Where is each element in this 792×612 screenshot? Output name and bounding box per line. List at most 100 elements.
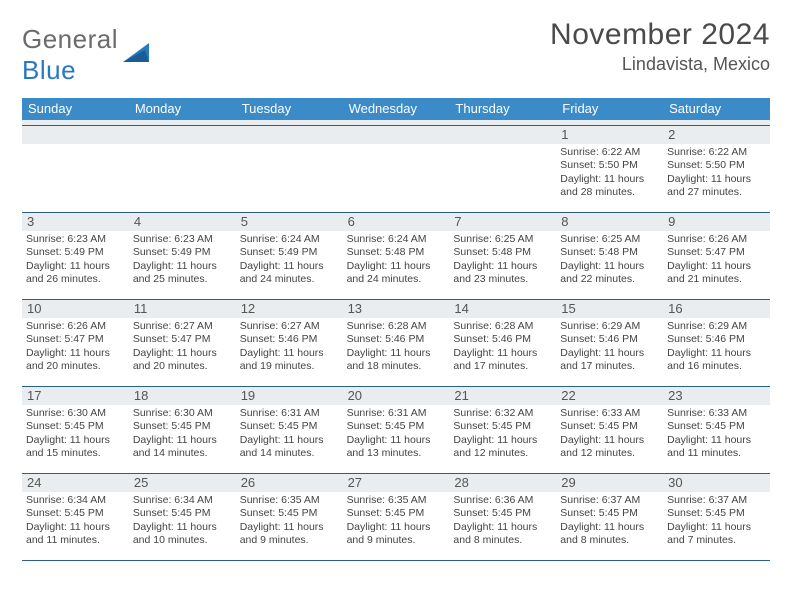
day-details: Sunrise: 6:36 AMSunset: 5:45 PMDaylight:… <box>453 494 552 548</box>
weekday-tuesday: Tuesday <box>236 98 343 120</box>
day-number: 10 <box>22 300 129 318</box>
day-number: 6 <box>343 213 450 231</box>
title-block: November 2024 Lindavista, Mexico <box>550 18 770 75</box>
day-number: 30 <box>663 474 770 492</box>
day-number: 22 <box>556 387 663 405</box>
weekday-monday: Monday <box>129 98 236 120</box>
calendar-cell: 12Sunrise: 6:27 AMSunset: 5:46 PMDayligh… <box>236 300 343 386</box>
calendar-cell: 1 Sunrise: 6:22 AMSunset: 5:50 PMDaylight… <box>556 126 663 212</box>
calendar-cell-empty <box>449 126 556 212</box>
day-details: Sunrise: 6:35 AMSunset: 5:45 PMDaylight:… <box>240 494 339 548</box>
day-details: Sunrise: 6:26 AMSunset: 5:47 PMDaylight:… <box>667 233 766 287</box>
calendar-cell: 15Sunrise: 6:29 AMSunset: 5:46 PMDayligh… <box>556 300 663 386</box>
brand-triangle-icon <box>123 40 153 69</box>
day-number <box>343 126 450 144</box>
week-row: 1Sunrise: 6:22 AMSunset: 5:50 PMDaylight… <box>22 126 770 213</box>
day-details: Sunrise: 6:33 AMSunset: 5:45 PMDaylight:… <box>560 407 659 461</box>
day-details: Sunrise: 6:31 AMSunset: 5:45 PMDaylight:… <box>240 407 339 461</box>
calendar-cell-empty <box>129 126 236 212</box>
brand-name-blue: Blue <box>22 55 76 85</box>
day-details: Sunrise: 6:30 AMSunset: 5:45 PMDaylight:… <box>26 407 125 461</box>
day-number: 18 <box>129 387 236 405</box>
calendar-cell: 30Sunrise: 6:37 AMSunset: 5:45 PMDayligh… <box>663 474 770 560</box>
location: Lindavista, Mexico <box>550 54 770 75</box>
day-details: Sunrise: 6:22 AMSunset: 5:50 PMDaylight:… <box>667 146 766 200</box>
week-row: 24Sunrise: 6:34 AMSunset: 5:45 PMDayligh… <box>22 474 770 561</box>
day-number: 1 <box>556 126 663 144</box>
day-number: 28 <box>449 474 556 492</box>
day-number: 12 <box>236 300 343 318</box>
weekday-wednesday: Wednesday <box>343 98 450 120</box>
day-number: 29 <box>556 474 663 492</box>
day-number <box>129 126 236 144</box>
day-number: 7 <box>449 213 556 231</box>
calendar-cell: 16 Sunrise: 6:29 AMSunset: 5:46 PMDayligh… <box>663 300 770 386</box>
day-number: 21 <box>449 387 556 405</box>
day-number: 3 <box>22 213 129 231</box>
day-details: Sunrise: 6:34 AMSunset: 5:45 PMDaylight:… <box>133 494 232 548</box>
week-row: 10Sunrise: 6:26 AMSunset: 5:47 PMDayligh… <box>22 300 770 387</box>
header: General Blue November 2024 Lindavista, M… <box>22 18 770 86</box>
day-details: Sunrise: 6:33 AMSunset: 5:45 PMDaylight:… <box>667 407 766 461</box>
calendar-cell: 24Sunrise: 6:34 AMSunset: 5:45 PMDayligh… <box>22 474 129 560</box>
day-number: 13 <box>343 300 450 318</box>
day-details: Sunrise: 6:32 AMSunset: 5:45 PMDaylight:… <box>453 407 552 461</box>
calendar-cell-empty <box>343 126 450 212</box>
day-number: 14 <box>449 300 556 318</box>
day-number: 25 <box>129 474 236 492</box>
day-number: 8 <box>556 213 663 231</box>
day-number: 26 <box>236 474 343 492</box>
calendar-cell: 4Sunrise: 6:23 AMSunset: 5:49 PMDaylight… <box>129 213 236 299</box>
calendar-cell: 13 Sunrise: 6:28 AMSunset: 5:46 PMDayligh… <box>343 300 450 386</box>
day-details: Sunrise: 6:29 AMSunset: 5:46 PMDaylight:… <box>667 320 766 374</box>
calendar-cell: 25 Sunrise: 6:34 AMSunset: 5:45 PMDayligh… <box>129 474 236 560</box>
day-number <box>22 126 129 144</box>
day-details: Sunrise: 6:28 AMSunset: 5:46 PMDaylight:… <box>453 320 552 374</box>
day-number: 11 <box>129 300 236 318</box>
calendar-cell: 9 Sunrise: 6:26 AMSunset: 5:47 PMDaylight… <box>663 213 770 299</box>
day-number: 17 <box>22 387 129 405</box>
brand-name-gray: General <box>22 24 118 54</box>
day-details: Sunrise: 6:25 AMSunset: 5:48 PMDaylight:… <box>560 233 659 287</box>
day-details: Sunrise: 6:35 AMSunset: 5:45 PMDaylight:… <box>347 494 446 548</box>
day-number: 4 <box>129 213 236 231</box>
calendar-cell: 7Sunrise: 6:25 AMSunset: 5:48 PMDaylight… <box>449 213 556 299</box>
calendar-cell: 18 Sunrise: 6:30 AMSunset: 5:45 PMDayligh… <box>129 387 236 473</box>
calendar-cell: 26 Sunrise: 6:35 AMSunset: 5:45 PMDayligh… <box>236 474 343 560</box>
calendar-cell: 3Sunrise: 6:23 AMSunset: 5:49 PMDaylight… <box>22 213 129 299</box>
calendar-cell: 5Sunrise: 6:24 AMSunset: 5:49 PMDaylight… <box>236 213 343 299</box>
day-number: 20 <box>343 387 450 405</box>
day-details: Sunrise: 6:27 AMSunset: 5:47 PMDaylight:… <box>133 320 232 374</box>
day-details: Sunrise: 6:22 AMSunset: 5:50 PMDaylight:… <box>560 146 659 200</box>
brand-name: General Blue <box>22 24 118 86</box>
week-row: 3Sunrise: 6:23 AMSunset: 5:49 PMDaylight… <box>22 213 770 300</box>
day-number: 9 <box>663 213 770 231</box>
day-details: Sunrise: 6:30 AMSunset: 5:45 PMDaylight:… <box>133 407 232 461</box>
month-title: November 2024 <box>550 18 770 52</box>
weekday-thursday: Thursday <box>449 98 556 120</box>
calendar-cell-empty <box>236 126 343 212</box>
day-number: 27 <box>343 474 450 492</box>
weekday-sunday: Sunday <box>22 98 129 120</box>
day-number: 24 <box>22 474 129 492</box>
calendar-cell: 28 Sunrise: 6:36 AMSunset: 5:45 PMDayligh… <box>449 474 556 560</box>
calendar: SundayMondayTuesdayWednesdayThursdayFrid… <box>22 98 770 561</box>
calendar-cell: 10Sunrise: 6:26 AMSunset: 5:47 PMDayligh… <box>22 300 129 386</box>
day-number <box>449 126 556 144</box>
day-number: 23 <box>663 387 770 405</box>
calendar-cell: 22 Sunrise: 6:33 AMSunset: 5:45 PMDayligh… <box>556 387 663 473</box>
calendar-cell: 11 Sunrise: 6:27 AMSunset: 5:47 PMDayligh… <box>129 300 236 386</box>
day-details: Sunrise: 6:28 AMSunset: 5:46 PMDaylight:… <box>347 320 446 374</box>
day-details: Sunrise: 6:24 AMSunset: 5:48 PMDaylight:… <box>347 233 446 287</box>
brand-logo: General Blue <box>22 24 153 86</box>
day-details: Sunrise: 6:24 AMSunset: 5:49 PMDaylight:… <box>240 233 339 287</box>
calendar-cell: 14 Sunrise: 6:28 AMSunset: 5:46 PMDayligh… <box>449 300 556 386</box>
calendar-cell: 8 Sunrise: 6:25 AMSunset: 5:48 PMDaylight… <box>556 213 663 299</box>
day-number: 19 <box>236 387 343 405</box>
calendar-cell: 20 Sunrise: 6:31 AMSunset: 5:45 PMDayligh… <box>343 387 450 473</box>
day-details: Sunrise: 6:31 AMSunset: 5:45 PMDaylight:… <box>347 407 446 461</box>
calendar-cell: 6 Sunrise: 6:24 AMSunset: 5:48 PMDaylight… <box>343 213 450 299</box>
day-number: 2 <box>663 126 770 144</box>
weekday-header-row: SundayMondayTuesdayWednesdayThursdayFrid… <box>22 98 770 120</box>
day-number: 16 <box>663 300 770 318</box>
